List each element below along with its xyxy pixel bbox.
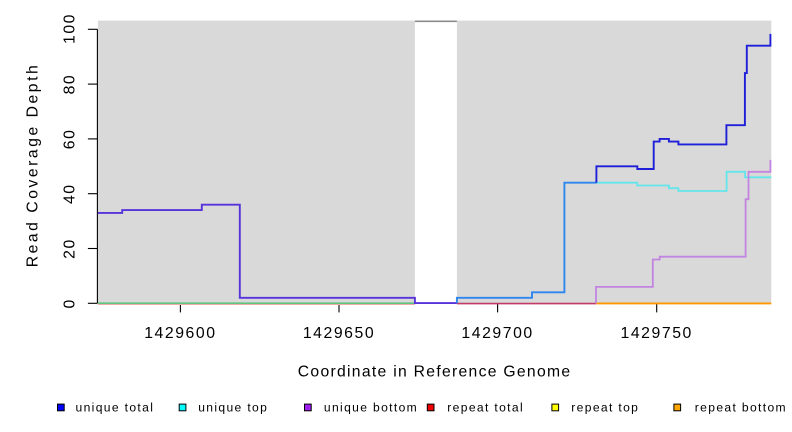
svg-text:unique top: unique top [198,401,268,415]
svg-text:unique total: unique total [76,401,155,415]
svg-text:unique bottom: unique bottom [324,401,418,415]
svg-text:repeat bottom: repeat bottom [695,401,787,415]
svg-text:20: 20 [62,238,79,259]
svg-text:100: 100 [62,13,79,44]
svg-text:repeat total: repeat total [447,401,524,415]
svg-text:Read Coverage Depth: Read Coverage Depth [25,63,42,268]
svg-text:0: 0 [62,298,79,308]
svg-text:1429700: 1429700 [461,325,533,342]
svg-text:1429750: 1429750 [621,325,693,342]
svg-text:60: 60 [62,129,79,150]
svg-text:1429600: 1429600 [144,325,216,342]
svg-text:repeat top: repeat top [571,401,639,415]
svg-text:40: 40 [62,183,79,204]
svg-text:80: 80 [62,74,79,95]
svg-text:1429650: 1429650 [303,325,375,342]
svg-text:Coordinate in Reference Genome: Coordinate in Reference Genome [298,364,572,381]
